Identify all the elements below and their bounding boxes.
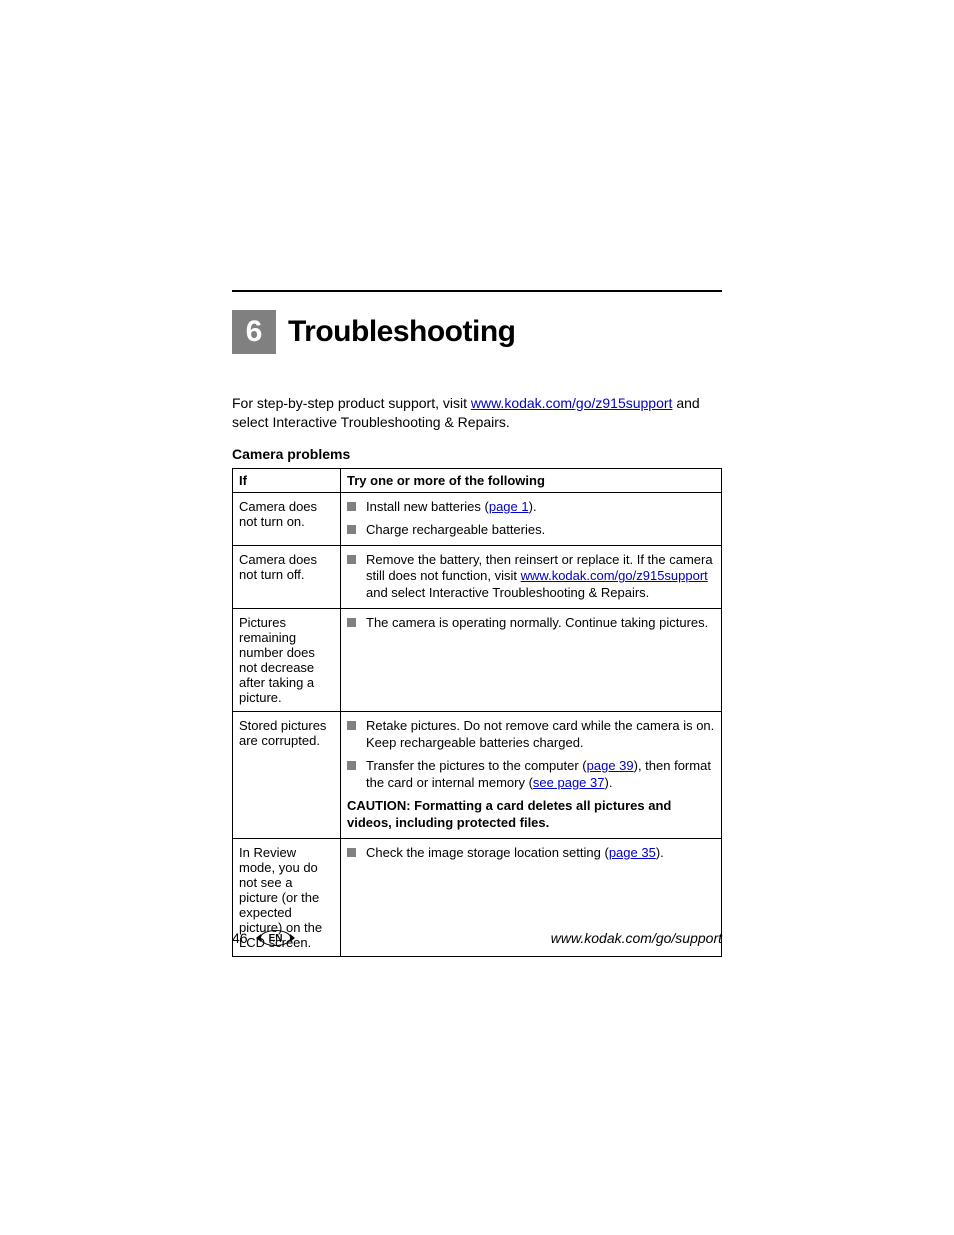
footer-url: www.kodak.com/go/support	[551, 930, 722, 946]
item-text: Retake pictures. Do not remove card whil…	[366, 718, 715, 752]
cell-try: The camera is operating normally. Contin…	[341, 609, 722, 712]
table-row: Camera does not turn on. Install new bat…	[233, 492, 722, 545]
square-bullet-icon	[347, 502, 356, 511]
square-bullet-icon	[347, 555, 356, 564]
page-link[interactable]: page 35	[609, 845, 656, 860]
page-link[interactable]: page 1	[489, 499, 529, 514]
language-badge-icon: EN	[260, 930, 292, 946]
page-number: 46	[232, 930, 248, 946]
col-header-if: If	[233, 468, 341, 492]
list-item: Charge rechargeable batteries.	[347, 522, 715, 539]
item-text: Check the image storage location setting…	[366, 845, 664, 862]
fix-list: The camera is operating normally. Contin…	[347, 615, 715, 632]
list-item: The camera is operating normally. Contin…	[347, 615, 715, 632]
fix-list: Install new batteries (page 1). Charge r…	[347, 499, 715, 539]
intro-paragraph: For step-by-step product support, visit …	[232, 394, 722, 432]
item-text: Transfer the pictures to the computer (p…	[366, 758, 715, 792]
item-text: Charge rechargeable batteries.	[366, 522, 545, 539]
cell-try: Remove the battery, then reinsert or rep…	[341, 545, 722, 609]
section-heading: Camera problems	[232, 446, 722, 462]
page-footer: 46 EN www.kodak.com/go/support	[232, 930, 722, 946]
table-row: Pictures remaining number does not decre…	[233, 609, 722, 712]
list-item: Check the image storage location setting…	[347, 845, 715, 862]
chapter-heading: 6 Troubleshooting	[232, 310, 722, 354]
support-link[interactable]: www.kodak.com/go/z915support	[521, 568, 708, 583]
square-bullet-icon	[347, 848, 356, 857]
top-rule	[232, 290, 722, 292]
cell-try: Install new batteries (page 1). Charge r…	[341, 492, 722, 545]
square-bullet-icon	[347, 525, 356, 534]
list-item: Remove the battery, then reinsert or rep…	[347, 552, 715, 603]
chapter-title: Troubleshooting	[288, 315, 515, 349]
caution-text: CAUTION: Formatting a card deletes all p…	[347, 798, 715, 832]
list-item: Retake pictures. Do not remove card whil…	[347, 718, 715, 752]
table-row: Stored pictures are corrupted. Retake pi…	[233, 712, 722, 838]
cell-if: Pictures remaining number does not decre…	[233, 609, 341, 712]
intro-text-pre: For step-by-step product support, visit	[232, 395, 471, 411]
fix-list: Retake pictures. Do not remove card whil…	[347, 718, 715, 792]
fix-list: Check the image storage location setting…	[347, 845, 715, 862]
cell-try: Retake pictures. Do not remove card whil…	[341, 712, 722, 838]
cell-if: Stored pictures are corrupted.	[233, 712, 341, 838]
square-bullet-icon	[347, 721, 356, 730]
item-text: Install new batteries (page 1).	[366, 499, 537, 516]
page-link[interactable]: see page 37	[533, 775, 605, 790]
list-item: Transfer the pictures to the computer (p…	[347, 758, 715, 792]
fix-list: Remove the battery, then reinsert or rep…	[347, 552, 715, 603]
page-link[interactable]: page 39	[587, 758, 634, 773]
cell-if: Camera does not turn off.	[233, 545, 341, 609]
cell-if: Camera does not turn on.	[233, 492, 341, 545]
table-row: Camera does not turn off. Remove the bat…	[233, 545, 722, 609]
square-bullet-icon	[347, 761, 356, 770]
footer-left: 46 EN	[232, 930, 291, 946]
list-item: Install new batteries (page 1).	[347, 499, 715, 516]
chapter-number-badge: 6	[232, 310, 276, 354]
col-header-try: Try one or more of the following	[341, 468, 722, 492]
page-content: 6 Troubleshooting For step-by-step produ…	[232, 290, 722, 957]
item-text: Remove the battery, then reinsert or rep…	[366, 552, 715, 603]
intro-link[interactable]: www.kodak.com/go/z915support	[471, 395, 673, 411]
table-header-row: If Try one or more of the following	[233, 468, 722, 492]
troubleshooting-table: If Try one or more of the following Came…	[232, 468, 722, 957]
square-bullet-icon	[347, 618, 356, 627]
item-text: The camera is operating normally. Contin…	[366, 615, 708, 632]
